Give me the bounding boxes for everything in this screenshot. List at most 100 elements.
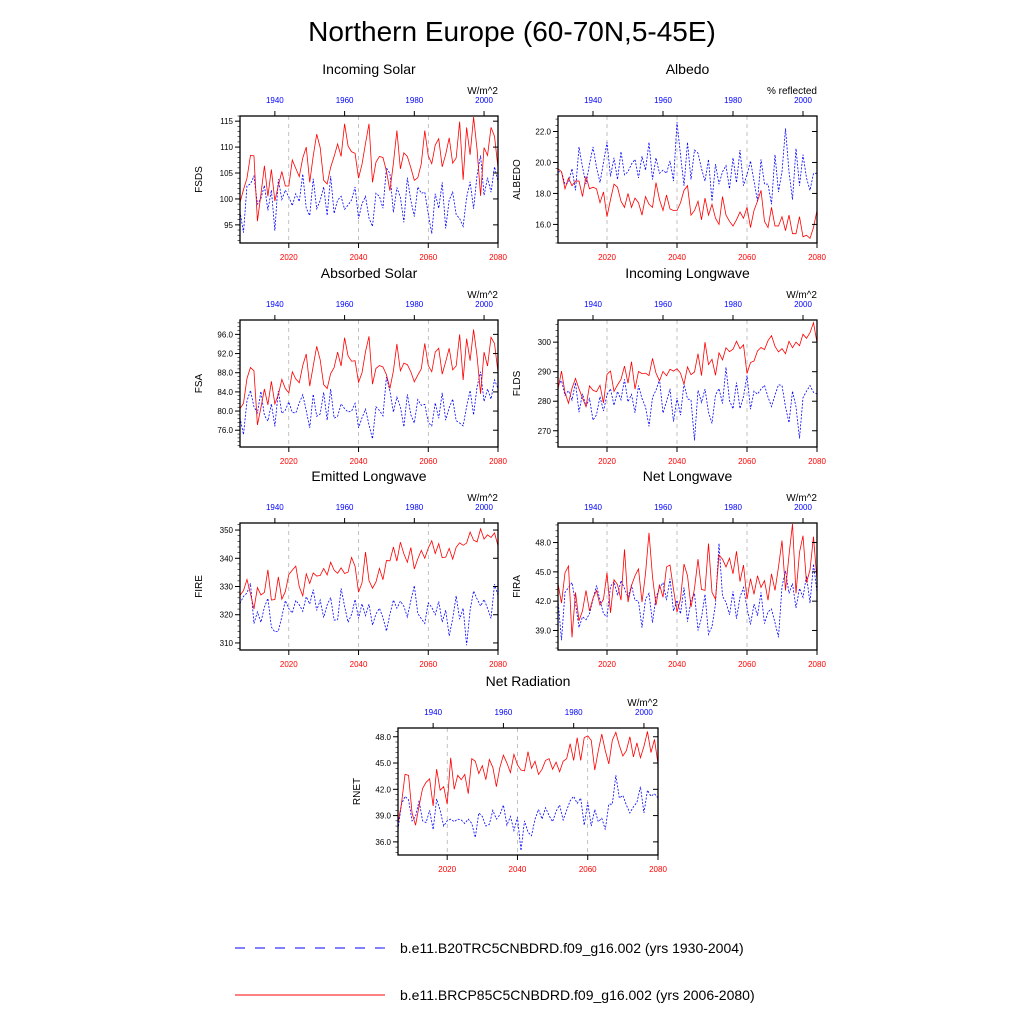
y-tick-label: 48.0 [375,733,391,742]
units-label: W/m^2 [467,86,498,97]
x-tick-label-bottom: 2080 [489,457,507,466]
y-tick-label: 270 [538,427,552,436]
plot-frame [557,522,818,651]
x-tick-label-top: 1940 [424,708,442,717]
y-tick-label: 48.0 [535,539,551,548]
chart-panels: Incoming Solar W/m^2 95 100 105 110 115 2020 204… [194,61,826,874]
units-label: W/m^2 [467,493,498,504]
x-tick-label-top: 1940 [266,503,284,512]
panel-albedo: Albedo % reflected 16.0 18.0 20.0 22.0 2020 204… [512,61,826,262]
y-tick-label: 76.0 [217,426,233,435]
x-tick-label-top: 1980 [724,300,742,309]
x-tick-label-bottom: 2020 [438,865,456,874]
series-line-historical [239,371,499,439]
x-tick-label-top: 1940 [266,300,284,309]
y-tick-label: 18.0 [535,189,551,198]
x-tick-label-top: 2000 [475,503,493,512]
y-tick-label: 20.0 [535,158,551,167]
y-tick-label: 115 [220,117,233,126]
units-label: % reflected [767,86,817,97]
y-tick-label: 39.0 [375,812,391,821]
y-tick-label: 330 [220,583,234,592]
x-tick-label-bottom: 2020 [280,660,298,669]
y-axis-label: FIRA [512,575,523,598]
y-tick-label: 45.0 [375,759,391,768]
x-tick-label-top: 1980 [405,503,423,512]
x-tick-label-top: 2000 [475,300,493,309]
x-tick-label-top: 1940 [584,300,602,309]
plot-frame [239,522,499,651]
x-tick-label-bottom: 2080 [489,660,507,669]
x-tick-label-bottom: 2080 [489,253,507,262]
y-tick-label: 105 [220,169,234,178]
x-tick-label-bottom: 2060 [738,253,756,262]
x-tick-label-bottom: 2060 [579,865,597,874]
panel-net-longwave: Net Longwave W/m^2 39.0 42.0 45.0 48.0 2020 204… [512,468,826,669]
x-tick-label-top: 2000 [794,96,812,105]
panel-incoming-solar: Incoming Solar W/m^2 95 100 105 110 115 2020 204… [194,61,507,262]
x-tick-label-bottom: 2060 [419,253,437,262]
plot-frame [397,727,659,856]
x-tick-label-top: 1980 [405,300,423,309]
y-tick-label: 92.0 [217,350,233,359]
plot-frame [557,319,818,448]
y-axis-label: FSA [194,373,205,393]
panel-title: Emitted Longwave [311,468,426,484]
x-tick-label-top: 1980 [724,503,742,512]
y-tick-label: 84.0 [217,388,233,397]
series-line-historical [558,122,817,205]
panel-title: Albedo [666,61,710,77]
y-tick-label: 88.0 [217,369,233,378]
series-line-historical [557,367,818,441]
x-tick-label-bottom: 2080 [808,457,826,466]
y-axis-label: FSDS [194,166,205,193]
x-tick-label-top: 2000 [794,503,812,512]
legend: b.e11.B20TRC5CNBDRD.f09_g16.002 (yrs 193… [235,940,755,1003]
series-line-future [557,523,818,638]
series-line-historical [397,775,659,851]
units-label: W/m^2 [627,698,658,709]
series-line-future [557,321,818,408]
x-tick-label-top: 1960 [336,96,354,105]
series-line-future [557,168,818,240]
x-tick-label-top: 1960 [336,503,354,512]
x-tick-label-bottom: 2040 [509,865,527,874]
x-tick-label-bottom: 2060 [738,457,756,466]
y-tick-label: 280 [538,397,552,406]
x-tick-label-bottom: 2040 [668,253,686,262]
x-tick-label-bottom: 2020 [598,660,616,669]
y-tick-label: 16.0 [535,220,551,229]
x-tick-label-top: 1940 [584,503,602,512]
x-tick-label-top: 1980 [724,96,742,105]
y-tick-label: 350 [220,526,234,535]
x-tick-label-top: 1940 [584,96,602,105]
panel-title: Incoming Solar [322,61,416,77]
y-tick-label: 96.0 [217,330,233,339]
series-line-future [239,116,499,222]
y-tick-label: 340 [220,554,234,563]
x-tick-label-top: 1960 [654,300,672,309]
x-tick-label-bottom: 2060 [419,660,437,669]
x-tick-label-top: 1980 [565,708,583,717]
units-label: W/m^2 [786,493,817,504]
x-tick-label-bottom: 2060 [419,457,437,466]
series-line-future [239,329,499,426]
y-tick-label: 42.0 [535,597,551,606]
units-label: W/m^2 [786,290,817,301]
series-line-historical [557,543,818,641]
x-tick-label-top: 1960 [654,96,672,105]
x-tick-label-bottom: 2040 [668,457,686,466]
series-line-historical [239,583,499,646]
panel-emitted-longwave: Emitted Longwave W/m^2 310 320 330 340 350 2020… [194,468,507,669]
x-tick-label-bottom: 2020 [280,457,298,466]
series-line-future [397,731,659,826]
x-tick-label-top: 1940 [266,96,284,105]
series-line-future [239,527,499,610]
x-tick-label-top: 2000 [794,300,812,309]
x-tick-label-top: 1980 [405,96,423,105]
x-tick-label-top: 1960 [336,300,354,309]
legend-label-future: b.e11.BRCP85C5CNBDRD.f09_g16.002 (yrs 20… [400,987,755,1003]
x-tick-label-bottom: 2080 [808,253,826,262]
y-axis-label: FIRE [194,575,205,598]
